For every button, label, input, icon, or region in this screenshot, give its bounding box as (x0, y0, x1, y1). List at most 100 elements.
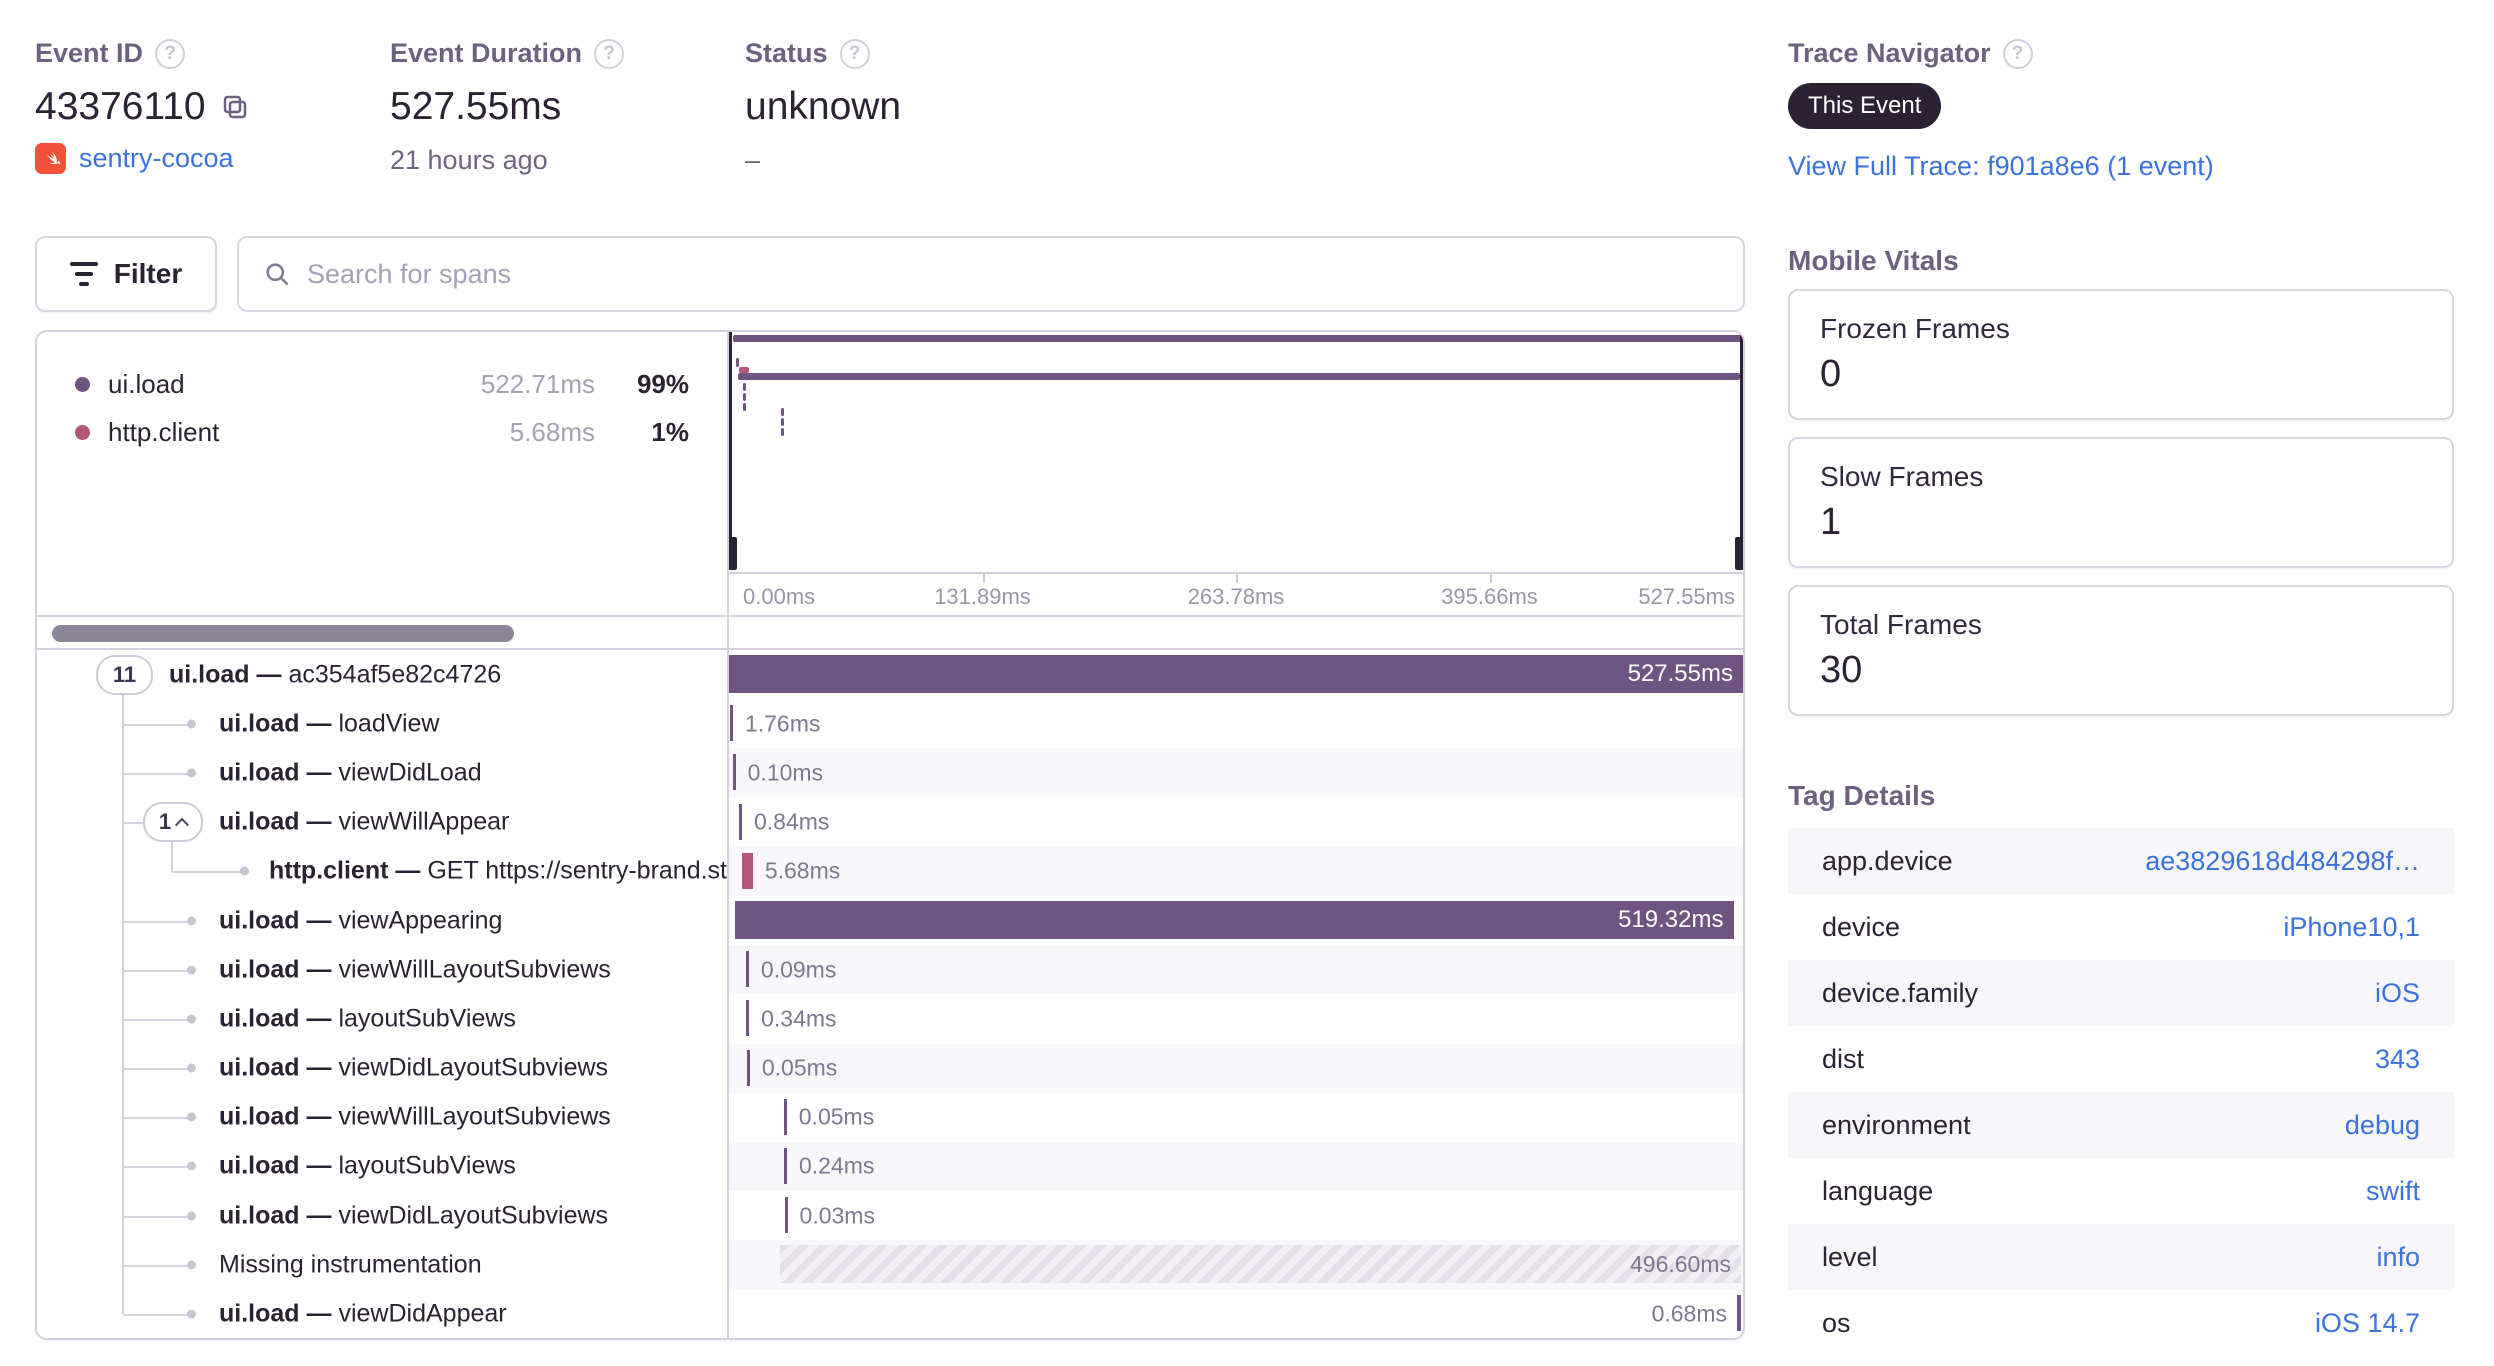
help-icon[interactable]: ? (2002, 38, 2033, 69)
span-tree-name-cell[interactable]: ui.load — viewDidAppear (37, 1289, 729, 1338)
span-bar: 527.55ms (729, 655, 1743, 693)
horizontal-scrollbar[interactable] (52, 625, 514, 642)
span-tree-row[interactable]: Missing instrumentation 496.60ms (37, 1240, 1743, 1290)
minimap-right-knob[interactable] (1735, 537, 1743, 570)
span-duration-label: 496.60ms (1629, 1251, 1731, 1278)
tag-key: device (1822, 911, 1901, 942)
span-tree-row[interactable]: http.client — GET https://sentry-brand.s… (37, 846, 1743, 896)
span-tree-name-cell[interactable]: ui.load — viewWillLayoutSubviews (37, 945, 729, 995)
tag-value-link[interactable]: iOS 14.7 (2314, 1307, 2420, 1338)
span-duration-cell[interactable]: 0.05ms (729, 1093, 1743, 1142)
span-duration-cell[interactable]: 5.68ms (729, 846, 1743, 896)
minimap-span-mark (743, 403, 746, 411)
span-tree-row[interactable]: ui.load — layoutSubViews 0.34ms (37, 994, 1743, 1044)
span-description: ui.load — viewWillLayoutSubviews (219, 955, 611, 984)
tag-value-link[interactable]: swift (2366, 1175, 2420, 1206)
span-tree-name-cell[interactable]: 1 ui.load — viewWillAppear (37, 797, 729, 847)
span-name: viewDidAppear (338, 1299, 507, 1328)
tag-value-link[interactable]: info (2376, 1241, 2420, 1272)
span-op: ui.load (219, 1299, 300, 1328)
minimap-left-knob[interactable] (729, 537, 737, 570)
span-name: GET https://sentry-brand.stora (427, 856, 728, 885)
tag-value-link[interactable]: debug (2344, 1109, 2420, 1140)
tree-connector-bullet (187, 965, 196, 975)
span-tree-name-cell[interactable]: ui.load — layoutSubViews (37, 994, 729, 1044)
tag-value-link[interactable]: iPhone10,1 (2283, 911, 2420, 942)
span-duration-cell[interactable]: 0.05ms (729, 1043, 1743, 1093)
search-input[interactable] (307, 258, 1719, 290)
span-tree-name-cell[interactable]: ui.load — viewDidLoad (37, 748, 729, 798)
span-duration-cell[interactable]: 1.76ms (729, 699, 1743, 748)
span-tree-row[interactable]: 11 ui.load — ac354af5e82c4726 527.55ms (37, 650, 1743, 700)
minimap-right-handle[interactable] (1740, 332, 1743, 539)
span-tree-name-cell[interactable]: Missing instrumentation (37, 1240, 729, 1290)
event-id-value: 43376110 (35, 85, 206, 128)
span-tree-name-cell[interactable]: 11 ui.load — ac354af5e82c4726 (37, 650, 729, 700)
tag-value-link[interactable]: iOS (2374, 977, 2420, 1008)
tree-connector-bullet (187, 1063, 196, 1073)
tag-key: device.family (1822, 977, 1979, 1008)
span-duration-cell[interactable]: 0.10ms (729, 748, 1743, 798)
minimap-left-handle[interactable] (729, 332, 732, 539)
span-tree-name-cell[interactable]: ui.load — viewWillLayoutSubviews (37, 1092, 729, 1142)
help-icon[interactable]: ? (594, 38, 625, 69)
help-icon[interactable]: ? (155, 38, 186, 69)
span-name: ac354af5e82c4726 (288, 660, 502, 689)
span-tree-name-cell[interactable]: ui.load — loadView (37, 699, 729, 749)
span-bar (732, 754, 736, 791)
span-tree-row[interactable]: ui.load — viewDidAppear 0.68ms (37, 1289, 1743, 1338)
span-duration-cell[interactable]: 0.68ms (729, 1289, 1743, 1338)
tree-connector-line (123, 1314, 191, 1317)
span-tree-name-cell[interactable]: ui.load — layoutSubViews (37, 1141, 729, 1192)
span-op: ui.load (169, 660, 250, 689)
event-duration-section: Event Duration ? 527.55ms 21 hours ago (390, 38, 625, 176)
span-tree-name-cell[interactable]: http.client — GET https://sentry-brand.s… (37, 846, 729, 896)
span-tree-row[interactable]: ui.load — loadView 1.76ms (37, 699, 1743, 749)
span-duration-cell[interactable]: 527.55ms (729, 650, 1743, 699)
span-duration-cell[interactable]: 0.09ms (729, 945, 1743, 995)
tree-connector-bullet (187, 1014, 196, 1024)
tree-trunk-line (122, 695, 124, 1315)
tree-connector-bullet (187, 1112, 196, 1122)
span-description: Missing instrumentation (219, 1250, 482, 1279)
span-description: ui.load — layoutSubViews (219, 1004, 516, 1033)
tag-value-link[interactable]: ae3829618d484298f… (2145, 845, 2420, 876)
span-bar (745, 951, 749, 988)
span-tree-row[interactable]: ui.load — viewDidLayoutSubviews 0.03ms (37, 1191, 1743, 1241)
span-tree-row[interactable]: ui.load — viewWillLayoutSubviews 0.05ms (37, 1092, 1743, 1142)
span-duration-cell[interactable]: 0.84ms (729, 798, 1743, 847)
span-tree-name-cell[interactable]: ui.load — viewDidLayoutSubviews (37, 1043, 729, 1093)
view-full-trace-link[interactable]: View Full Trace: f901a8e6 (1 event) (1788, 151, 2214, 181)
span-duration-cell[interactable]: 0.24ms (729, 1141, 1743, 1192)
span-duration-cell[interactable]: 519.32ms (729, 896, 1743, 945)
copy-icon[interactable] (220, 92, 250, 122)
missing-instrumentation-bar: 496.60ms (779, 1245, 1741, 1284)
trace-minimap[interactable] (729, 332, 1743, 572)
project-link[interactable]: sentry-cocoa (79, 143, 234, 173)
time-axis: 0.00ms 131.89ms 263.78ms 395.66ms 527.55ms (37, 572, 1743, 615)
tag-value-link[interactable]: 343 (2374, 1043, 2420, 1074)
span-tree-row[interactable]: 1 ui.load — viewWillAppear 0.84ms (37, 797, 1743, 847)
minimap-span-mark (781, 418, 784, 426)
span-tree-row[interactable]: ui.load — viewDidLayoutSubviews 0.05ms (37, 1043, 1743, 1093)
span-duration-cell[interactable]: 0.34ms (729, 994, 1743, 1043)
span-tree-name-cell[interactable]: ui.load — viewAppearing (37, 895, 729, 946)
span-children-count-pill[interactable]: 11 (96, 654, 153, 695)
tree-connector-line (123, 1264, 191, 1267)
span-description: ui.load — viewDidLayoutSubviews (219, 1201, 608, 1230)
event-id-label: Event ID (35, 38, 144, 68)
span-duration-label: 5.68ms (764, 857, 841, 884)
span-tree-row[interactable]: ui.load — layoutSubViews 0.24ms (37, 1141, 1743, 1192)
span-children-count-pill[interactable]: 1 (143, 802, 203, 843)
span-duration-label: 0.84ms (753, 808, 830, 835)
span-tree-name-cell[interactable]: ui.load — viewDidLayoutSubviews (37, 1191, 729, 1241)
span-tree-row[interactable]: ui.load — viewWillLayoutSubviews 0.09ms (37, 945, 1743, 995)
filter-button[interactable]: Filter (35, 236, 217, 312)
help-icon[interactable]: ? (839, 38, 870, 69)
span-duration-cell[interactable]: 0.03ms (729, 1191, 1743, 1240)
span-duration-cell[interactable]: 496.60ms (729, 1240, 1743, 1290)
tag-row: language swift (1788, 1158, 2454, 1224)
tree-connector-bullet (187, 1161, 196, 1171)
span-tree-row[interactable]: ui.load — viewAppearing 519.32ms (37, 895, 1743, 946)
span-tree-row[interactable]: ui.load — viewDidLoad 0.10ms (37, 748, 1743, 798)
